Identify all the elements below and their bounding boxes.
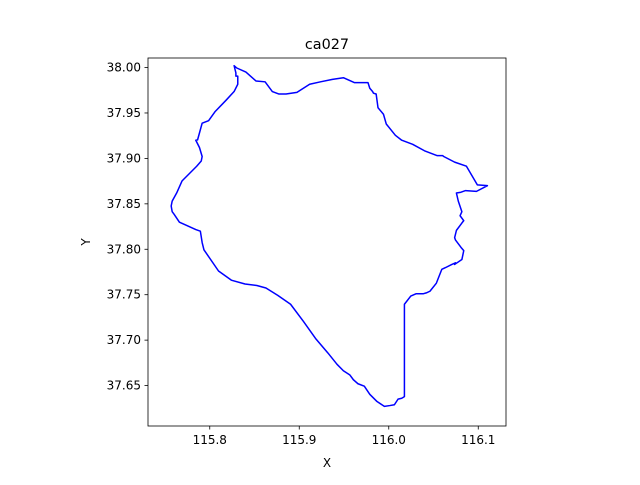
x-tick-label: 116.1 <box>461 433 495 447</box>
y-tick-label: 37.85 <box>107 197 141 211</box>
y-axis-label: Y <box>79 238 93 247</box>
x-axis-ticks: 115.8 115.9 116.0 116.1 <box>193 426 495 447</box>
y-tick-label: 37.75 <box>107 288 141 302</box>
series-line-0 <box>170 64 489 408</box>
x-tick-label: 116.0 <box>372 433 406 447</box>
y-tick-label: 38.00 <box>107 61 141 75</box>
y-tick-label: 37.90 <box>107 151 141 165</box>
plot-layer <box>170 64 489 408</box>
x-axis-label: X <box>323 456 331 470</box>
chart-title: ca027 <box>305 37 349 53</box>
y-axis-ticks: 37.65 37.70 37.75 37.80 37.85 37.90 37.95 38.00 <box>107 61 148 393</box>
y-tick-label: 37.95 <box>107 106 141 120</box>
y-tick-label: 37.70 <box>107 333 141 347</box>
axes-frame <box>147 57 507 427</box>
y-tick-label: 37.65 <box>107 379 141 393</box>
y-tick-label: 37.80 <box>107 242 141 256</box>
x-tick-label: 115.9 <box>282 433 316 447</box>
x-tick-label: 115.8 <box>193 433 227 447</box>
